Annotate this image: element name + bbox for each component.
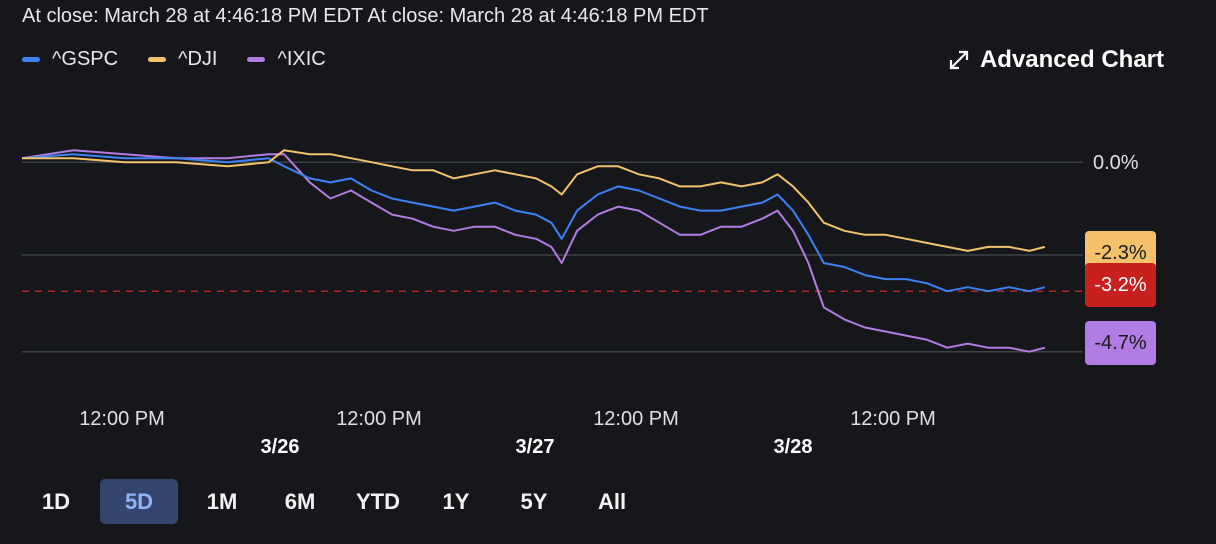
legend-item-dji[interactable]: ^DJI <box>148 48 217 71</box>
legend-swatch-gspc <box>22 57 40 62</box>
timeframe-button-1y[interactable]: 1Y <box>442 488 470 514</box>
y-axis-label-zero: 0.0% <box>1093 152 1139 174</box>
x-tick-time-3: 12:00 PM <box>850 408 936 430</box>
x-tick-date-2: 3/28 <box>774 436 813 458</box>
legend-item-gspc[interactable]: ^GSPC <box>22 48 118 71</box>
legend-item-ixic[interactable]: ^IXIC <box>247 48 326 71</box>
x-tick-time-0: 12:00 PM <box>79 408 165 430</box>
x-tick-date-0: 3/26 <box>261 436 300 458</box>
advanced-chart-button[interactable]: Advanced Chart <box>948 46 1164 74</box>
legend-label-ixic: ^IXIC <box>277 48 326 70</box>
timeframe-selector: 1D 5D 1M 6M YTD 1Y 5Y All <box>22 479 646 524</box>
series-line-ixic <box>21 149 1046 353</box>
chart-area: 0.0% 12:00 PM 12:00 PM 12:00 PM 12:00 PM 3/2… <box>21 149 1139 458</box>
timeframe-button-all[interactable]: All <box>597 488 627 514</box>
expand-arrows-icon <box>949 50 969 70</box>
x-tick-date-1: 3/27 <box>516 436 555 458</box>
legend-label-dji: ^DJI <box>178 48 218 70</box>
chart-legend: ^GSPC ^DJI ^IXIC <box>22 48 326 71</box>
value-badge-1: -3.2% <box>1085 263 1156 307</box>
legend-swatch-ixic <box>247 57 266 62</box>
x-tick-time-2: 12:00 PM <box>593 408 679 430</box>
series-line-gspc <box>21 153 1046 293</box>
close-status-text: At close: March 28 at 4:46:18 PM EDT At … <box>22 5 709 27</box>
series-line-dji <box>22 149 1046 252</box>
legend-swatch-dji <box>148 57 167 62</box>
timeframe-button-6m[interactable]: 6M <box>284 488 316 514</box>
timeframe-button-ytd[interactable]: YTD <box>356 488 400 514</box>
value-badge-2: -4.7% <box>1085 321 1156 365</box>
legend-label-gspc: ^GSPC <box>52 48 119 70</box>
x-tick-time-1: 12:00 PM <box>336 408 422 430</box>
timeframe-button-1d[interactable]: 1D <box>41 488 71 514</box>
timeframe-button-5d[interactable]: 5D <box>100 479 178 524</box>
advanced-chart-label: Advanced Chart <box>979 46 1164 73</box>
timeframe-button-5y[interactable]: 5Y <box>520 488 548 514</box>
timeframe-button-1m[interactable]: 1M <box>206 488 238 514</box>
